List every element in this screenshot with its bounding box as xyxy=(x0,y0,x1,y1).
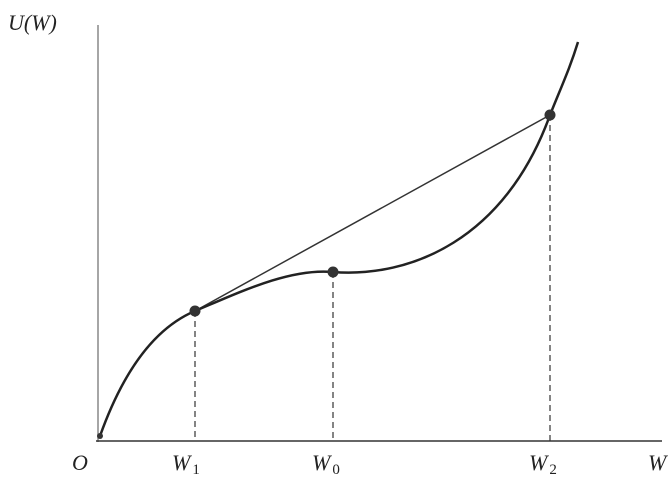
point-label-main: W xyxy=(529,450,549,475)
utility-curve xyxy=(100,42,578,436)
point-label-sub: 2 xyxy=(549,462,557,478)
point xyxy=(328,267,339,278)
diagram: U(W) O W W1 W0 W2 xyxy=(0,0,670,479)
chord xyxy=(195,115,550,311)
point xyxy=(190,306,201,317)
point-label-sub: 0 xyxy=(332,462,340,478)
x-axis-label: W xyxy=(648,450,668,475)
point-label-main: W xyxy=(172,450,192,475)
point-label-main: W xyxy=(312,450,332,475)
point xyxy=(545,110,556,121)
origin-point xyxy=(97,433,103,439)
point-label-sub: 1 xyxy=(192,462,200,478)
y-axis-label: U(W) xyxy=(8,10,57,35)
origin-label: O xyxy=(72,450,88,475)
